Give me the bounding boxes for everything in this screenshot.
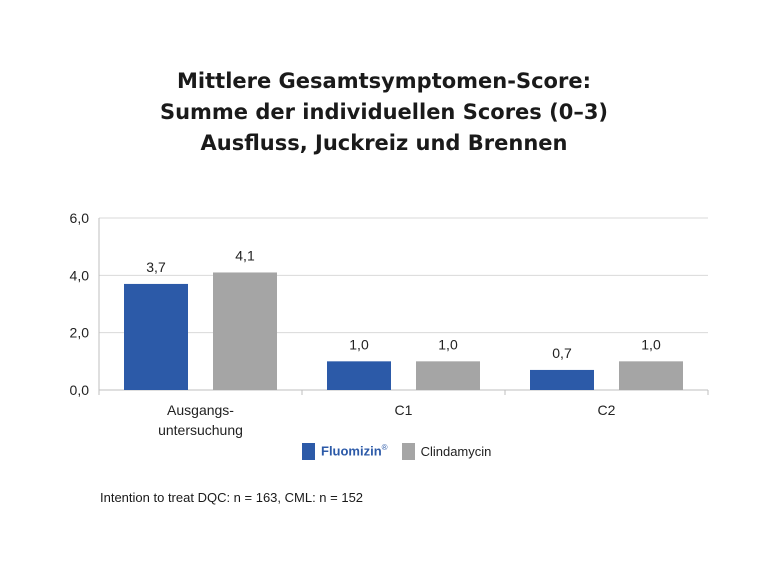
data-label: 3,7	[146, 259, 166, 275]
y-tick-label: 4,0	[70, 267, 90, 283]
data-label: 0,7	[552, 345, 572, 361]
bar-clindamycin-1	[416, 361, 480, 390]
legend-item-clindamycin: Clindamycin	[401, 442, 492, 460]
chart-title-line-1: Mittlere Gesamtsymptomen-Score:	[177, 69, 591, 93]
x-tick-label: C1	[395, 402, 413, 418]
bar-fluomizin-2	[530, 369, 594, 390]
chart-title-line-3: Ausfluss, Juckreiz und Brennen	[200, 131, 568, 155]
data-label: 4,1	[235, 247, 255, 263]
bar-fluomizin-1	[327, 361, 391, 390]
y-tick-label: 0,0	[70, 382, 90, 398]
bar-clindamycin-2	[619, 361, 683, 390]
data-label: 1,0	[349, 336, 369, 352]
bar-clindamycin-0	[213, 272, 277, 390]
chart-title-line-2: Summe der individuellen Scores (0–3)	[159, 100, 609, 124]
x-tick-label: untersuchung	[158, 422, 243, 438]
chart-title: Mittlere Gesamtsymptomen-Score: Summe de…	[0, 66, 768, 159]
footnote: Intention to treat DQC: n = 163, CML: n …	[100, 490, 364, 505]
legend-swatch-fluomizin	[302, 442, 315, 460]
legend-item-fluomizin: Fluomizin®	[302, 442, 388, 460]
legend-registered-mark: ®	[381, 443, 388, 453]
legend-label-clindamycin: Clindamycin	[420, 443, 492, 459]
y-tick-label: 2,0	[70, 325, 90, 341]
data-label: 1,0	[641, 336, 661, 352]
legend-label-fluomizin: Fluomizin	[321, 443, 382, 459]
y-tick-label: 6,0	[70, 210, 90, 226]
x-tick-label: Ausgangs-	[167, 402, 234, 418]
legend-swatch-clindamycin	[401, 442, 415, 460]
x-tick-label: C2	[598, 402, 616, 418]
bar-fluomizin-0	[124, 283, 188, 390]
data-label: 1,0	[438, 336, 458, 352]
chart-legend: Fluomizin® Clindamycin	[302, 441, 505, 461]
